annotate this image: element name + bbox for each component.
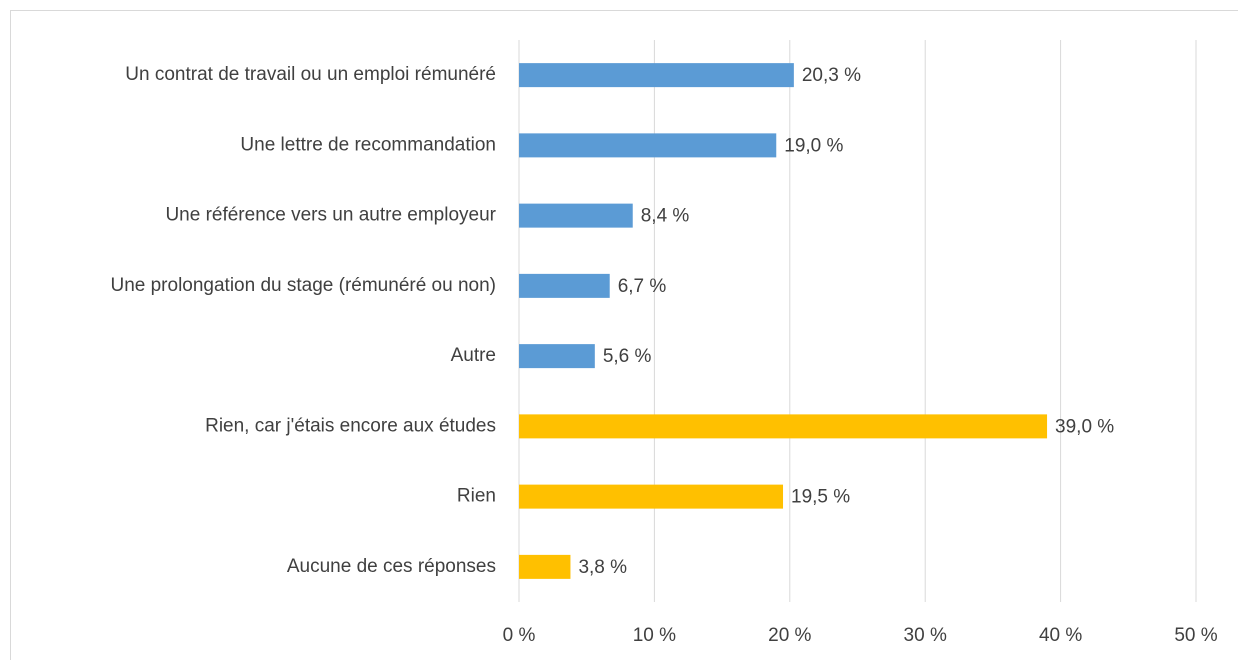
value-label: 39,0 % xyxy=(1055,416,1114,437)
value-label: 19,5 % xyxy=(791,487,850,508)
x-tick-label: 20 % xyxy=(768,625,811,646)
bar xyxy=(519,273,610,298)
bar xyxy=(519,63,794,88)
value-label: 6,7 % xyxy=(618,276,667,297)
bar xyxy=(519,554,571,579)
x-tick-label: 40 % xyxy=(1039,625,1082,646)
x-tick-label: 50 % xyxy=(1174,625,1217,646)
bar xyxy=(519,344,595,369)
value-label: 5,6 % xyxy=(603,346,652,367)
value-label: 19,0 % xyxy=(784,135,843,156)
chart-border xyxy=(10,10,1238,660)
value-label: 8,4 % xyxy=(641,206,690,227)
y-tick-label: Une référence vers un autre employeur xyxy=(165,205,496,226)
bar xyxy=(519,133,777,158)
value-label: 20,3 % xyxy=(802,65,861,86)
y-tick-label: Rien, car j'étais encore aux études xyxy=(205,415,496,436)
x-tick-label: 10 % xyxy=(633,625,676,646)
x-tick-label: 30 % xyxy=(904,625,947,646)
bar xyxy=(519,203,633,228)
value-label: 3,8 % xyxy=(578,557,627,578)
y-tick-label: Autre xyxy=(451,345,496,366)
y-tick-label: Rien xyxy=(457,486,496,507)
bar xyxy=(519,484,784,509)
y-tick-label: Aucune de ces réponses xyxy=(287,556,496,577)
y-tick-label: Un contrat de travail ou un emploi rémun… xyxy=(125,64,496,85)
y-tick-label: Une lettre de recommandation xyxy=(240,134,496,155)
bar xyxy=(519,414,1048,439)
x-tick-label: 0 % xyxy=(503,625,536,646)
y-tick-label: Une prolongation du stage (rémunéré ou n… xyxy=(110,275,496,296)
